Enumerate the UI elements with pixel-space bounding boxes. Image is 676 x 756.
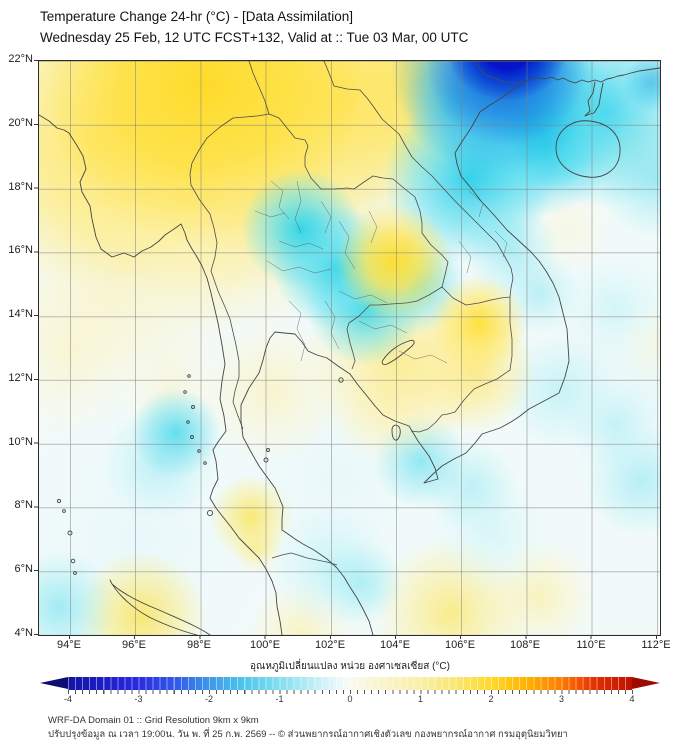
footer-domain-info: WRF-DA Domain 01 :: Grid Resolution 9km … — [48, 715, 259, 726]
latlon-gridlines — [39, 61, 660, 635]
y-axis-tick-marks — [34, 60, 38, 635]
colorbar-title: อุณหภูมิเปลี่ยนแปลง หน่วย องศาเซลเซียส (… — [250, 661, 450, 672]
x-tick-label: 104°E — [379, 639, 411, 651]
y-tick-label: 6°N — [14, 563, 33, 575]
x-tick-label: 94°E — [57, 639, 81, 651]
colorbar-tick-label: 1 — [417, 694, 423, 704]
province-boundaries — [254, 180, 508, 364]
small-islands — [56, 374, 344, 575]
phu-quoc-island — [391, 424, 401, 441]
x-axis-tick-marks — [38, 635, 659, 639]
tonle-sap-lake — [381, 339, 415, 366]
x-tick-label: 96°E — [122, 639, 146, 651]
country-borders — [189, 61, 523, 566]
colorbar-tick-label: -3 — [134, 694, 143, 704]
colorbar-left-arrow — [40, 677, 68, 689]
y-tick-label: 12°N — [8, 372, 33, 384]
y-tick-label: 18°N — [8, 181, 33, 193]
footer: WRF-DA Domain 01 :: Grid Resolution 9km … — [48, 714, 568, 742]
page-title: Temperature Change 24-hr (°C) - [Data As… — [40, 9, 354, 24]
leizhou-peninsula — [584, 81, 604, 117]
colorbar: -4 -3 -2 -1 0 1 2 3 4 — [40, 676, 660, 704]
x-tick-label: 108°E — [509, 639, 541, 651]
colorbar-segment-lines — [68, 677, 632, 690]
y-tick-label: 20°N — [8, 117, 33, 129]
y-tick-label: 4°N — [14, 627, 33, 639]
colorbar-tick-label: 0 — [347, 694, 353, 704]
y-tick-label: 16°N — [8, 244, 33, 256]
x-tick-label: 102°E — [314, 639, 346, 651]
sumatra-island — [109, 579, 211, 635]
y-tick-label: 8°N — [14, 499, 33, 511]
colorbar-right-arrow — [632, 677, 660, 689]
y-tick-label: 10°N — [8, 436, 33, 448]
colorbar-tick-label: -2 — [204, 694, 213, 704]
x-tick-label: 112°E — [641, 639, 671, 651]
colorbar-gradient — [68, 677, 632, 690]
hainan-island — [555, 120, 621, 178]
y-tick-label: 22°N — [8, 53, 33, 65]
header: Temperature Change 24-hr (°C) - [Data As… — [40, 6, 468, 48]
colorbar-tick-label: -1 — [275, 694, 284, 704]
colorbar-tick-marks — [68, 690, 633, 694]
footer-credit-info: ปรับปรุงข้อมูล ณ เวลา 19:00น. วัน พ. ที่… — [48, 729, 568, 740]
mainland-coastline — [39, 114, 283, 635]
colorbar-tick-label: 3 — [558, 694, 564, 704]
x-tick-label: 106°E — [444, 639, 476, 651]
x-tick-label: 100°E — [249, 639, 281, 651]
coastline-overlay — [39, 61, 660, 635]
map-plot — [38, 60, 661, 636]
colorbar-tick-label: 2 — [488, 694, 494, 704]
x-tick-label: 110°E — [576, 639, 606, 651]
page-subtitle: Wednesday 25 Feb, 12 UTC FCST+132, Valid… — [40, 30, 469, 45]
colorbar-tick-label: 4 — [629, 694, 635, 704]
peninsula-gulf-vietnam-china-coastline — [240, 67, 660, 635]
x-tick-label: 98°E — [187, 639, 211, 651]
colorbar-tick-label: -4 — [63, 694, 72, 704]
y-tick-label: 14°N — [8, 308, 33, 320]
